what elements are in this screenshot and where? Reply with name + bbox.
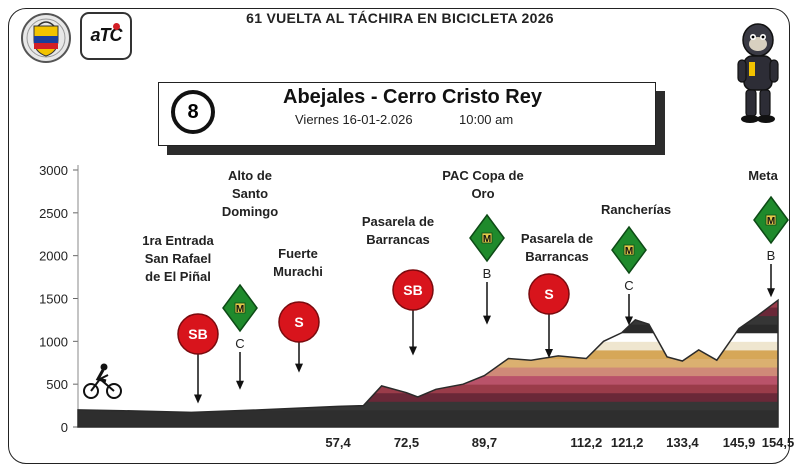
elevation-band: [78, 392, 778, 402]
x-tick-label: 154,5: [762, 435, 795, 450]
marker-arrowhead: [236, 380, 244, 390]
sprint-marker-label: SB: [403, 282, 422, 298]
event-title: 61 VUELTA AL TÁCHIRA EN BICICLETA 2026: [246, 10, 554, 26]
location-label: Alto de: [228, 168, 272, 183]
stage-date: Viernes 16-01-2.026: [295, 112, 413, 127]
sprint-marker: [177, 313, 219, 355]
location-label: PAC Copa de: [442, 168, 523, 183]
elevation-band: [78, 375, 778, 385]
sprint-marker: [528, 273, 570, 315]
y-tick-label: 0: [61, 420, 68, 435]
location-label: Pasarela de: [521, 231, 593, 246]
elevation-band: [78, 401, 778, 411]
location-label: Fuerte: [278, 246, 318, 261]
marker-arrowhead: [625, 316, 633, 326]
atc-logo-text: aTC: [90, 25, 122, 45]
x-tick-label: 89,7: [472, 435, 497, 450]
mountain-marker-label: M: [483, 234, 491, 245]
elevation-band: [78, 367, 778, 377]
elevation-band: [78, 349, 778, 359]
x-tick-label: 112,2: [570, 435, 602, 450]
stage-time: 10:00 am: [459, 112, 514, 127]
x-tick-label: 57,4: [325, 435, 351, 450]
location-label: 1ra Entrada: [142, 233, 214, 248]
y-tick-label: 3000: [39, 163, 68, 178]
mountain-marker-label: M: [236, 304, 244, 315]
location-label: Barrancas: [525, 249, 589, 264]
mascot-icon: [737, 23, 779, 123]
x-tick-label: 145,9: [723, 435, 756, 450]
location-label: Murachi: [273, 264, 323, 279]
marker-arrowhead: [194, 394, 202, 404]
cyclist-wheel: [83, 383, 99, 399]
elevation-band: [78, 358, 778, 368]
location-label: Domingo: [222, 204, 278, 219]
y-tick-label: 500: [46, 377, 68, 392]
mountain-category-label: C: [235, 336, 244, 351]
stage-number: 8: [171, 90, 215, 134]
sprint-marker-label: S: [544, 286, 553, 302]
mountain-category-label: B: [767, 248, 776, 263]
atc-logo: aTC: [80, 12, 132, 60]
elevation-band: [78, 409, 778, 419]
x-tick-label: 72,5: [394, 435, 419, 450]
location-label: Meta: [748, 168, 778, 183]
marker-arrowhead: [409, 346, 417, 356]
sprint-marker: [278, 301, 320, 343]
mountain-category-label: C: [624, 278, 633, 293]
location-label: Rancherías: [601, 202, 671, 217]
elevation-band: [78, 418, 778, 427]
stage-name: Abejales - Cerro Cristo Rey: [283, 86, 542, 108]
cyclist-wheel: [106, 383, 122, 399]
location-label: Santo: [232, 186, 268, 201]
mountain-marker-emblem: [481, 232, 493, 244]
cyclist-body: [95, 369, 107, 383]
sheet-frame: [8, 8, 790, 464]
location-label: San Rafael: [145, 251, 211, 266]
y-tick-label: 2500: [39, 206, 68, 221]
location-label: Pasarela de: [362, 214, 434, 229]
mountain-marker-emblem: [623, 244, 635, 256]
x-tick-label: 133,4: [666, 435, 699, 450]
marker-arrowhead: [545, 349, 553, 359]
mountain-marker-emblem: [765, 214, 777, 226]
y-tick-label: 1500: [39, 292, 68, 307]
x-tick-label: 121,2: [611, 435, 644, 450]
sprint-marker: [392, 269, 434, 311]
logo-dot: [113, 23, 120, 30]
profile-outline: [77, 298, 779, 428]
sprint-marker-label: S: [294, 314, 303, 330]
mountain-marker-emblem: [234, 302, 246, 314]
elevation-band: [78, 307, 778, 317]
stage-info-box: 8 Abejales - Cerro Cristo Rey Viernes 16…: [158, 82, 656, 146]
cyclist-head: [100, 363, 108, 371]
sprint-marker-label: SB: [188, 326, 207, 342]
marker-arrowhead: [767, 288, 775, 298]
federation-shield-logo: [21, 13, 71, 63]
cyclist-icon: [83, 363, 122, 399]
y-tick-label: 2000: [39, 249, 68, 264]
mountain-marker-label: M: [767, 216, 775, 227]
mountain-marker-label: M: [625, 246, 633, 257]
marker-arrowhead: [483, 315, 491, 325]
location-label: de El Piñal: [145, 269, 211, 284]
y-tick-label: 1000: [39, 334, 68, 349]
mountain-category-label: B: [483, 266, 492, 281]
location-label: Oro: [471, 186, 494, 201]
marker-arrowhead: [295, 363, 303, 373]
cyclist-frame: [90, 374, 115, 392]
location-label: Barrancas: [366, 232, 430, 247]
